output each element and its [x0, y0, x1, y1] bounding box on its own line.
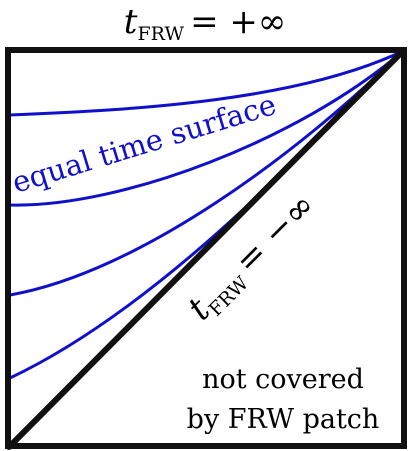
diagram-frame	[5, 47, 407, 449]
equal-time-curve	[9, 49, 404, 207]
top-label-symbol: t	[124, 2, 138, 42]
diagonal-label-equation: = −∞	[227, 185, 323, 281]
top-boundary-label: tFRW = +∞	[124, 2, 286, 45]
equal-time-curve	[9, 49, 404, 117]
top-label-equation: = +∞	[190, 2, 286, 42]
top-label-subscript: FRW	[137, 23, 184, 45]
equal-time-curves	[9, 49, 405, 380]
equal-time-surface-label: equal time surface	[8, 87, 280, 200]
uncovered-region-label-line1: not covered	[202, 364, 364, 395]
diagonal-boundary-label: tFRW= −∞	[180, 185, 325, 330]
uncovered-region-label-line2: by FRW patch	[187, 404, 380, 435]
null-boundary-line	[6, 47, 407, 450]
diagonal-label-subscript: FRW	[205, 272, 254, 321]
